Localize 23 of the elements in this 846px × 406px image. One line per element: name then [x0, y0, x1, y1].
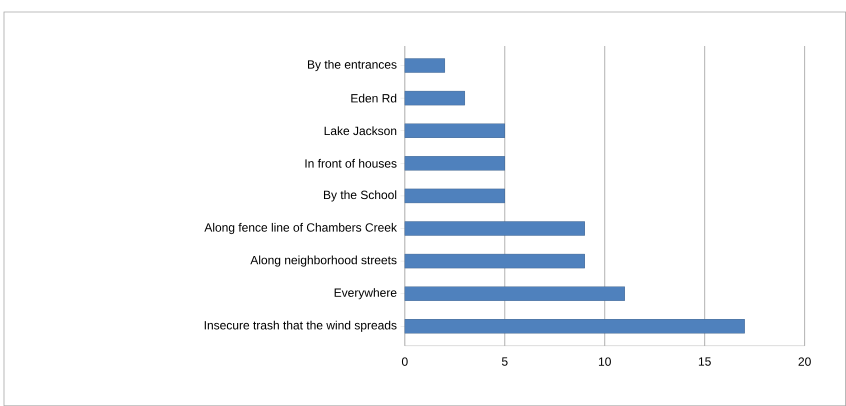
y-tick-label: Everywhere: [334, 288, 396, 300]
x-tick-label: 0: [402, 357, 408, 366]
bar: [404, 58, 445, 73]
bar: [404, 221, 585, 236]
y-tick-label: Along fence line of Chambers Creek: [204, 222, 397, 234]
bar: [404, 318, 745, 334]
y-tick-label: Insecure trash that the wind spreads: [204, 320, 397, 332]
y-tick-label: By the entrances: [308, 60, 397, 72]
x-tick-label: 15: [698, 357, 711, 366]
y-tick-label: Along neighborhood streets: [250, 255, 397, 267]
bar: [404, 156, 505, 170]
y-tick-label: In front of houses: [305, 158, 397, 168]
bar: [404, 90, 465, 106]
x-tick-label: 5: [502, 357, 508, 366]
x-tick-label: 10: [598, 357, 611, 366]
y-tick-label: By the School: [324, 190, 396, 202]
bar: [404, 286, 625, 301]
y-tick-label: Lake Jackson: [324, 126, 396, 136]
y-tick-label: Eden Rd: [351, 94, 396, 102]
x-tick-label: 20: [798, 357, 811, 366]
bar: [404, 254, 585, 268]
bar: [404, 188, 505, 204]
bar: [404, 123, 505, 138]
